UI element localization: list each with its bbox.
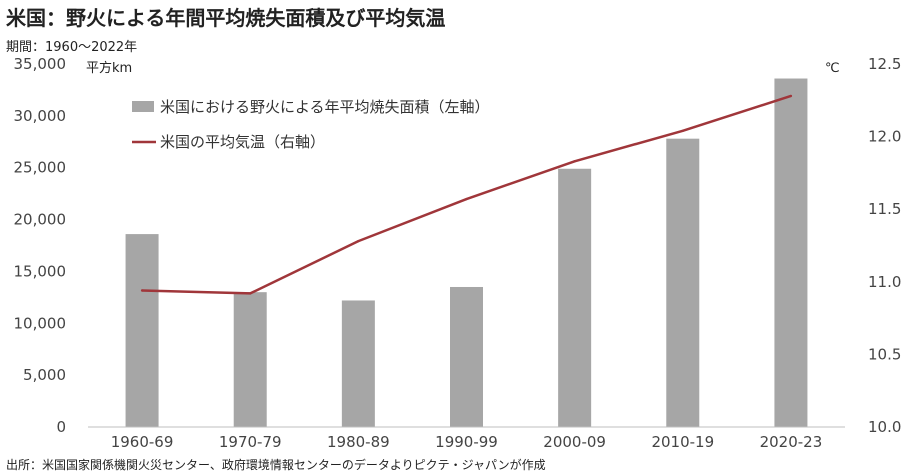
- bar-2020-23: [774, 78, 808, 428]
- left-tick-label: 10,000: [14, 314, 67, 332]
- left-tick-label: 0: [56, 418, 66, 436]
- left-tick-label: 15,000: [14, 262, 67, 280]
- x-tick-label: 1980-89: [327, 433, 390, 451]
- x-tick-label: 1960-69: [111, 433, 174, 451]
- temperature-point-1960-69: [140, 289, 144, 292]
- right-axis-ticks: 10.0 10.5 11.0 11.5 12.0 12.5: [868, 55, 901, 436]
- temperature-point-1970-79: [249, 292, 252, 295]
- right-tick-label: 12.0: [868, 128, 901, 146]
- left-tick-label: 35,000: [14, 55, 67, 73]
- right-axis-unit: ℃: [825, 61, 840, 76]
- right-tick-label: 10.5: [868, 345, 901, 363]
- left-tick-label: 25,000: [14, 159, 67, 177]
- right-tick-label: 10.0: [868, 418, 901, 436]
- x-tick-label: 1990-99: [435, 433, 498, 451]
- right-tick-label: 11.0: [868, 273, 901, 291]
- left-axis-unit: 平方km: [86, 60, 132, 76]
- legend-line-label: 米国の平均気温（右軸）: [160, 133, 325, 151]
- chart-subtitle: 期間：1960～2022年: [6, 40, 138, 55]
- chart-title: 米国：野火による年間平均焼失面積及び平均気温: [6, 6, 446, 30]
- right-tick-label: 12.5: [868, 55, 901, 73]
- legend: 米国における野火による年平均焼失面積（左軸） 米国の平均気温（右軸）: [132, 98, 490, 151]
- left-tick-label: 5,000: [23, 366, 66, 384]
- x-axis-labels: 1960-69 1970-79 1980-89 1990-99 2000-09 2010-…: [111, 433, 823, 451]
- temperature-point-2000-09: [573, 160, 576, 163]
- bar-series: [125, 78, 808, 428]
- temperature-point-1990-99: [465, 197, 468, 201]
- temperature-point-1980-89: [357, 239, 360, 243]
- bar-1980-89: [341, 300, 375, 427]
- left-axis-ticks: 0 5,000 10,000 15,000 20,000 25,000 30,000 35,0…: [14, 55, 67, 436]
- bar-1990-99: [450, 286, 483, 427]
- left-tick-label: 20,000: [14, 211, 67, 229]
- bar-1970-79: [233, 292, 267, 427]
- x-tick-label: 2000-09: [543, 433, 606, 451]
- x-tick-label: 2020-23: [760, 433, 823, 451]
- x-tick-label: 1970-79: [219, 433, 282, 451]
- temperature-point-2010-19: [681, 129, 684, 132]
- right-tick-label: 11.5: [868, 200, 901, 218]
- x-tick-label: 2010-19: [651, 433, 714, 451]
- bar-2010-19: [666, 138, 700, 427]
- source-note: 出所：米国国家関係機関火災センター、政府環境情報センターのデータよりピクテ・ジャ…: [6, 458, 546, 472]
- legend-bar-label: 米国における野火による年平均焼失面積（左軸）: [160, 98, 490, 116]
- bar-1960-69: [125, 234, 159, 427]
- legend-bar-swatch: [132, 101, 154, 112]
- temperature-point-2020-23: [789, 94, 793, 98]
- bar-2000-09: [558, 168, 592, 427]
- left-tick-label: 30,000: [14, 107, 67, 125]
- line-series: [140, 94, 793, 295]
